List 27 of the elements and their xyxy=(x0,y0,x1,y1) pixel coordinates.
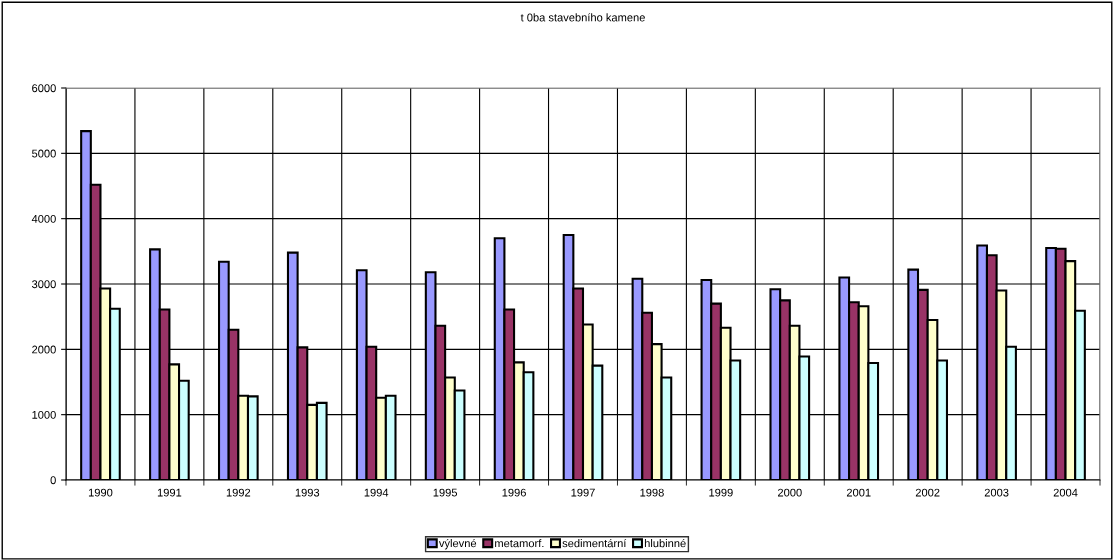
y-tick-label: 6000 xyxy=(32,84,56,93)
x-tick-label: 1996 xyxy=(502,488,526,497)
x-tick-label: 2001 xyxy=(846,488,871,497)
x-tick-label: 2004 xyxy=(1053,488,1078,497)
legend-label: výlevné xyxy=(438,538,477,550)
x-tick-label: 1992 xyxy=(226,488,251,497)
y-tick-label: 1000 xyxy=(32,410,56,419)
x-tick-label: 2000 xyxy=(778,488,802,497)
y-tick-label: 4000 xyxy=(31,214,56,223)
y-tick-label: 2000 xyxy=(32,345,56,354)
x-tick-label: 1995 xyxy=(433,488,458,497)
x-tick-label: 2003 xyxy=(984,488,1009,497)
chart-title: t 0ba stavebního kamene xyxy=(520,13,645,22)
legend-label: metamorf. xyxy=(495,539,544,548)
x-tick-label: 1997 xyxy=(571,488,595,497)
legend-label: hlubinné xyxy=(644,538,686,548)
x-tick-label: 1994 xyxy=(364,488,389,497)
x-tick-label: 2002 xyxy=(915,488,940,497)
y-tick-label: 0 xyxy=(50,476,56,485)
legend-label: sedimentární xyxy=(562,538,627,548)
x-tick-label: 1999 xyxy=(709,488,733,497)
x-tick-label: 1990 xyxy=(88,488,113,497)
x-tick-label: 1993 xyxy=(295,488,320,497)
x-tick-label: 1991 xyxy=(157,488,182,497)
x-tick-label: 1998 xyxy=(640,488,664,497)
y-tick-label: 5000 xyxy=(32,149,56,158)
y-tick-label: 3000 xyxy=(31,280,56,289)
